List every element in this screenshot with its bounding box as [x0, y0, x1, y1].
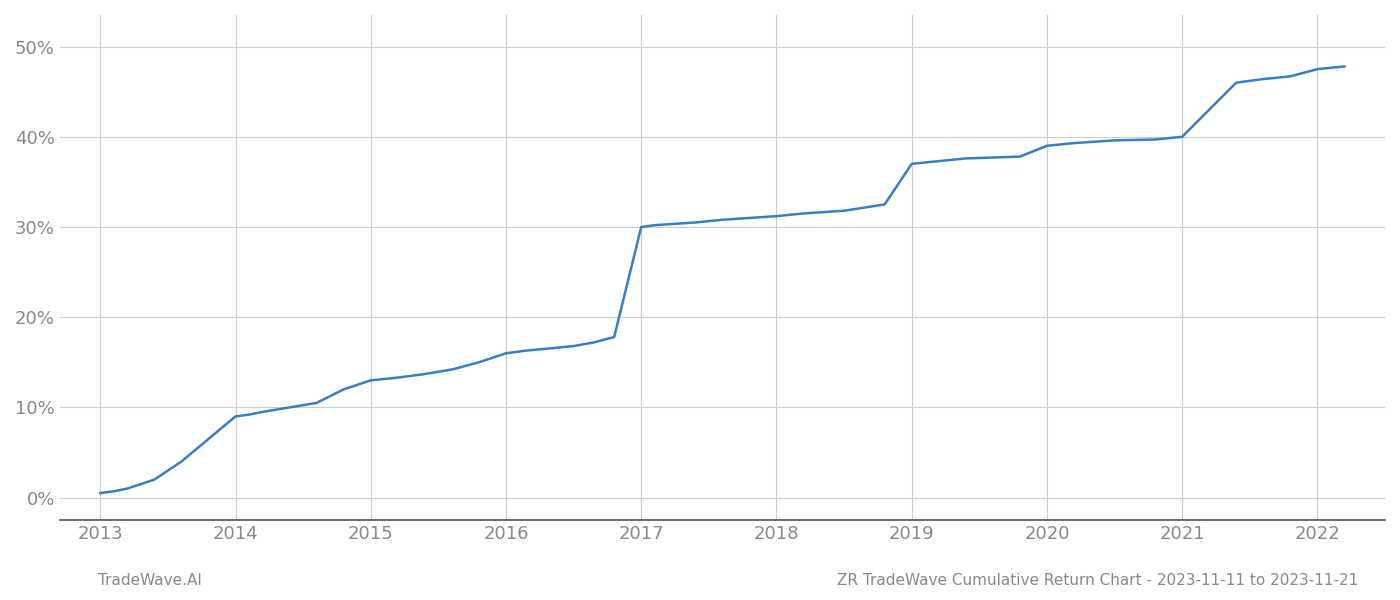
Text: TradeWave.AI: TradeWave.AI — [98, 573, 202, 588]
Text: ZR TradeWave Cumulative Return Chart - 2023-11-11 to 2023-11-21: ZR TradeWave Cumulative Return Chart - 2… — [837, 573, 1358, 588]
